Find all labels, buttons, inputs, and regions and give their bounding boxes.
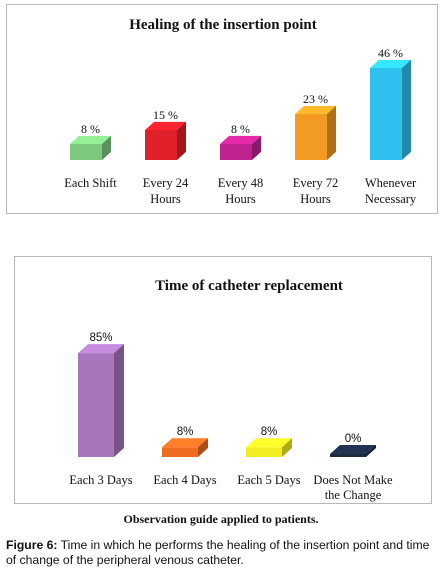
healing-chart: Healing of the insertion point 8 % Each Sh… [64, 17, 417, 206]
category-label-2-2: Each 5 Days [237, 473, 300, 487]
value-label-1-1: 15 % [153, 108, 178, 122]
bar-2-3 [330, 445, 376, 457]
bar-1-1 [145, 121, 186, 160]
bar-2-2 [246, 438, 292, 457]
category-label-1-1: Every 24 Hours [143, 176, 189, 206]
bar-1-2 [220, 135, 261, 160]
value-label-2-3: 0% [345, 433, 362, 445]
chart-panel-healing: Healing of the insertion point 8 % Each Sh… [6, 4, 438, 214]
category-label-2-1: Each 4 Days [153, 473, 216, 487]
category-label-2-3: Does Not Make the Change [313, 473, 393, 502]
figure-text: Time in which he performs the healing of… [6, 538, 430, 567]
value-label-1-4: 46 % [378, 46, 403, 60]
value-label-1-0: 8 % [81, 122, 100, 136]
value-label-2-1: 8% [177, 426, 194, 438]
category-label-1-0: Each Shift [64, 176, 117, 190]
category-label-1-4: Whenever Necessary [365, 176, 417, 206]
replacement-chart: Time of catheter replacement 85% Each 3 Da… [69, 278, 393, 502]
figure-caption: Figure 6: Time in which he performs the … [6, 538, 438, 568]
value-label-1-2: 8 % [231, 122, 250, 136]
category-label-1-2: Every 48 Hours [218, 176, 263, 206]
bar-2-1 [162, 438, 208, 457]
category-label-2-0: Each 3 Days [69, 473, 132, 487]
observation-caption: Observation guide applied to patients. [123, 512, 319, 526]
bar-1-4 [370, 59, 411, 160]
value-label-2-0: 85% [89, 332, 112, 344]
chart-title-2: Time of catheter replacement [155, 278, 343, 294]
value-label-2-2: 8% [261, 426, 278, 438]
figure-label: Figure 6: [6, 538, 58, 552]
chart-title-1: Healing of the insertion point [129, 17, 317, 33]
value-label-1-3: 23 % [303, 92, 328, 106]
bar-1-3 [295, 105, 336, 160]
bar-1-0 [70, 135, 111, 160]
bar-2-0 [78, 344, 124, 457]
category-label-1-3: Every 72 Hours [293, 176, 338, 206]
chart-panel-replacement: Time of catheter replacement 85% Each 3 Da… [14, 256, 432, 504]
